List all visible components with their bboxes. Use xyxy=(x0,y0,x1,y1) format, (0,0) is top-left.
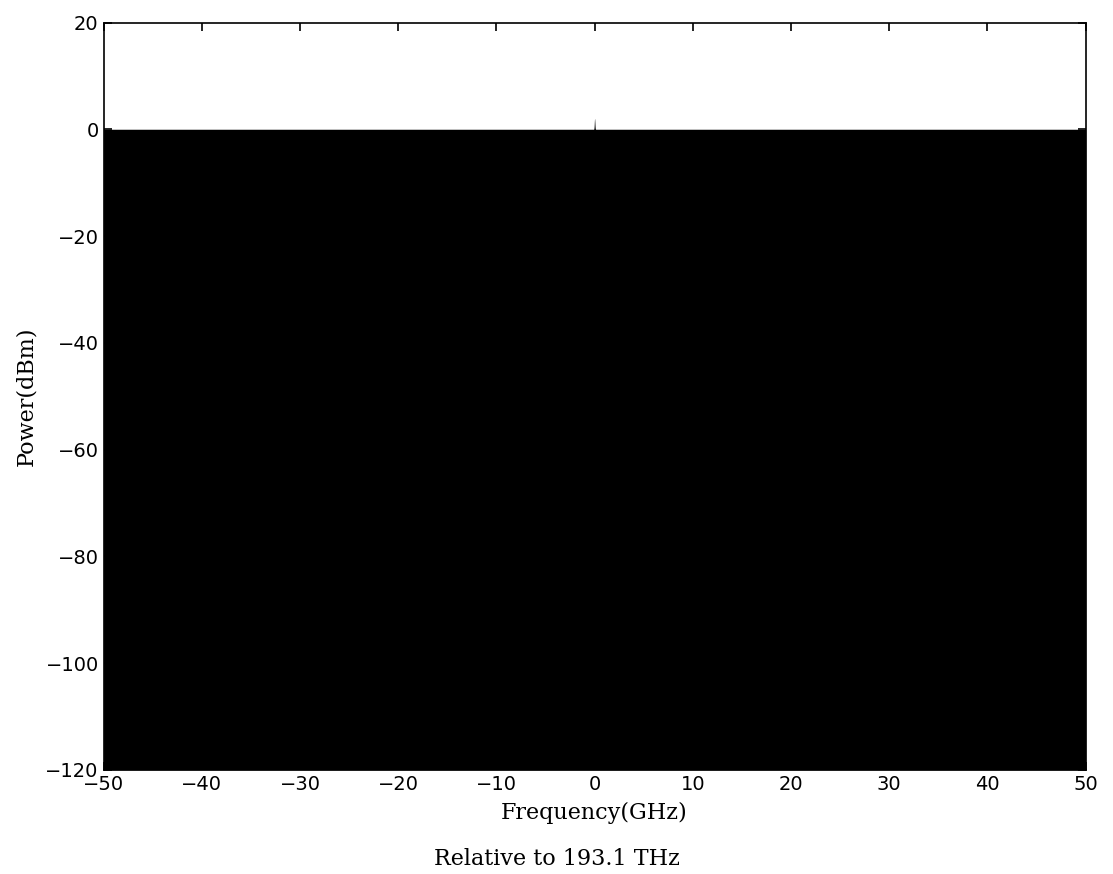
Y-axis label: Power(dBm): Power(dBm) xyxy=(14,326,37,466)
X-axis label: Frequency(GHz): Frequency(GHz) xyxy=(501,802,688,824)
Text: Relative to 193.1 THz: Relative to 193.1 THz xyxy=(434,849,679,871)
Text: 40dB: 40dB xyxy=(402,329,483,357)
